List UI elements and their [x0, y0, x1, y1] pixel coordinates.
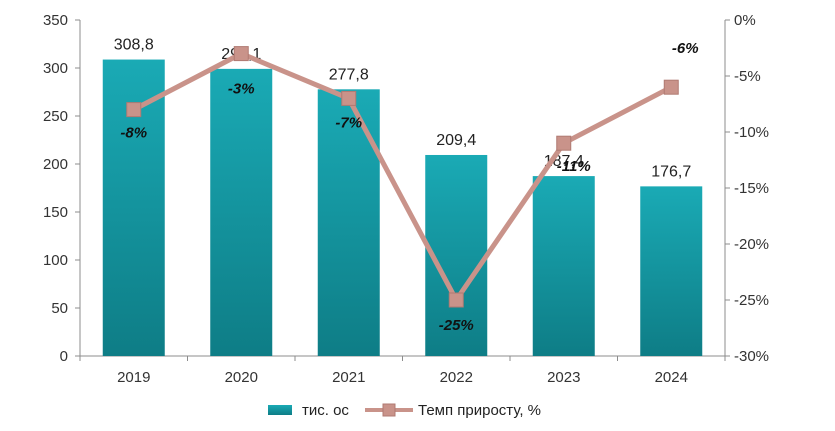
legend-line-label: Темп приросту, % — [418, 402, 541, 419]
x-tick-label: 2023 — [547, 369, 580, 386]
legend-bar-swatch — [268, 405, 292, 415]
y-right-tick-label: -5% — [734, 68, 761, 85]
y-left-tick-label: 100 — [43, 252, 68, 269]
y-right-tick-label: -25% — [734, 292, 769, 309]
y-left-tick-label: 50 — [51, 300, 68, 317]
y-left-tick-label: 200 — [43, 156, 68, 173]
percent-labels: -8% -3% -7% -25% -11% -6% — [120, 40, 698, 334]
bar-value-label: 308,8 — [114, 37, 154, 54]
bar — [425, 154, 488, 356]
growth-line-path — [132, 51, 673, 303]
bar-value-label: 277,8 — [329, 66, 369, 83]
percent-label: -8% — [120, 125, 147, 142]
y-left-tick-label: 150 — [43, 204, 68, 221]
axes: 0 50 100 150 200 250 300 350 0% -5% -10% -15% -20% -2… — [43, 12, 769, 386]
bar-value-label: 176,7 — [651, 163, 691, 180]
percent-label: -6% — [672, 40, 699, 57]
y-left-tick-label: 250 — [43, 108, 68, 125]
y-right-tick-label: -30% — [734, 348, 769, 365]
legend-bar-label: тис. ос — [302, 402, 349, 419]
bar-value-label: 209,4 — [436, 132, 476, 149]
x-tick-label: 2024 — [655, 369, 688, 386]
growth-line-marker — [126, 102, 142, 118]
x-tick-label: 2020 — [225, 369, 258, 386]
x-tick-label: 2022 — [440, 369, 473, 386]
percent-label: -7% — [335, 114, 362, 131]
growth-line-marker — [663, 79, 679, 95]
x-tick-label: 2019 — [117, 369, 150, 386]
growth-line-marker — [233, 46, 249, 62]
legend-line-marker — [382, 403, 396, 417]
bar — [210, 68, 273, 356]
growth-line-marker — [448, 292, 464, 308]
bar — [532, 176, 595, 356]
y-right-tick-label: -15% — [734, 180, 769, 197]
percent-label: -25% — [439, 317, 474, 334]
x-tick-label: 2021 — [332, 369, 365, 386]
bar — [640, 186, 703, 356]
growth-line-marker — [556, 135, 572, 151]
growth-line — [126, 46, 679, 308]
y-right-tick-label: -10% — [734, 124, 769, 141]
bars — [102, 59, 703, 356]
legend: тис. ос Темп приросту, % — [268, 402, 541, 419]
y-left-tick-label: 300 — [43, 60, 68, 77]
percent-label: -3% — [228, 81, 255, 98]
y-right-tick-label: 0% — [734, 12, 756, 29]
percent-label: -11% — [557, 158, 591, 175]
y-right-tick-label: -20% — [734, 236, 769, 253]
growth-line-marker — [341, 90, 357, 106]
y-left-tick-label: 350 — [43, 12, 68, 29]
y-left-tick-label: 0 — [60, 348, 68, 365]
